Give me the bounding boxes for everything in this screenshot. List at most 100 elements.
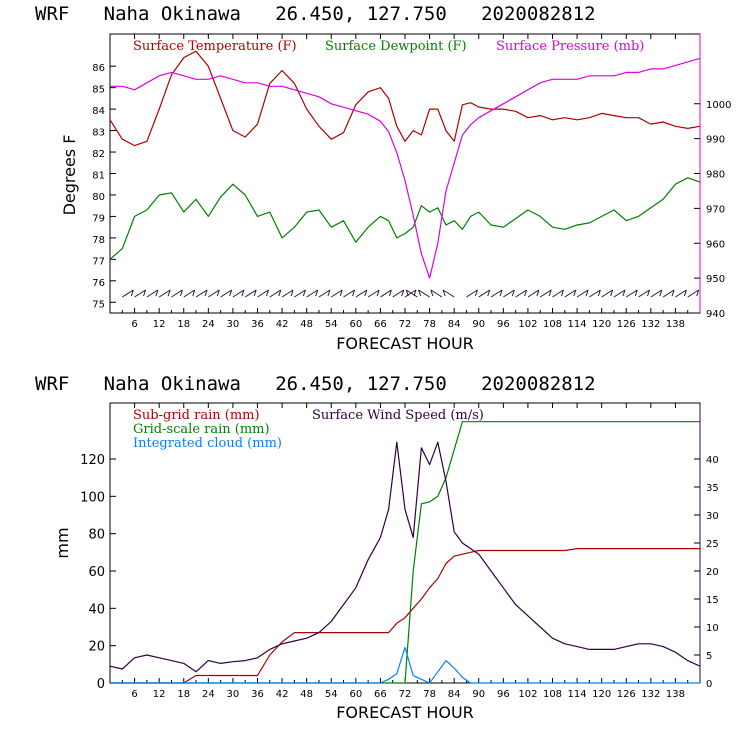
y2-tick-label: 10 bbox=[706, 623, 719, 634]
chart2-x-axis-label: FORECAST HOUR bbox=[336, 703, 474, 722]
wind-barb bbox=[466, 289, 478, 298]
x-tick-label: 6 bbox=[131, 319, 137, 330]
wind-barb bbox=[589, 289, 601, 298]
y-tick-label: 81 bbox=[92, 171, 105, 182]
wind-barb bbox=[687, 289, 699, 298]
x-tick-label: 120 bbox=[592, 319, 611, 330]
wind-barb-flag bbox=[302, 289, 306, 297]
y-tick-label: 0 bbox=[97, 677, 105, 692]
x-tick-label: 18 bbox=[177, 689, 190, 700]
wind-barb bbox=[318, 289, 331, 298]
legend-temperature: Surface Temperature (F) bbox=[133, 39, 297, 54]
wind-barb bbox=[122, 289, 134, 298]
wind-barb bbox=[281, 289, 294, 298]
x-tick-label: 54 bbox=[325, 319, 338, 330]
x-tick-label: 30 bbox=[227, 689, 240, 700]
x-tick-label: 66 bbox=[374, 689, 387, 700]
wind-barb-flag bbox=[511, 289, 515, 297]
wind-barb-flag bbox=[647, 289, 651, 297]
x-tick-label: 30 bbox=[227, 319, 240, 330]
y2-tick-label: 5 bbox=[706, 651, 712, 662]
wind-barb-flag bbox=[418, 289, 422, 297]
wind-barb bbox=[134, 289, 146, 298]
y-tick-label: 80 bbox=[88, 528, 105, 543]
wind-barb-flag bbox=[364, 289, 368, 297]
x-tick-label: 78 bbox=[423, 319, 436, 330]
wind-barb-flag bbox=[474, 289, 478, 297]
x-tick-label: 18 bbox=[177, 319, 190, 330]
x-tick-label: 108 bbox=[543, 319, 562, 330]
y-tick-label: 40 bbox=[88, 602, 105, 617]
x-tick-label: 48 bbox=[300, 319, 313, 330]
x-tick-label: 84 bbox=[448, 319, 461, 330]
x-tick-label: 12 bbox=[153, 319, 166, 330]
wind-barb-flag bbox=[216, 289, 220, 297]
integrated-cloud-line bbox=[110, 646, 700, 684]
chart2-title: WRF Naha Okinawa 26.450, 127.750 2020082… bbox=[35, 373, 596, 395]
wind-barb-flag bbox=[524, 289, 528, 297]
wind-barb-flag bbox=[278, 289, 282, 297]
wind-barb bbox=[503, 289, 515, 298]
x-tick-label: 60 bbox=[349, 689, 362, 700]
legend-dewpoint: Surface Dewpoint (F) bbox=[325, 39, 467, 54]
wind-barb bbox=[404, 289, 417, 298]
y-tick-label: 78 bbox=[92, 235, 105, 246]
x-tick-label: 24 bbox=[202, 319, 215, 330]
x-tick-label: 114 bbox=[568, 319, 587, 330]
y2-tick-label: 25 bbox=[706, 539, 719, 550]
wind-barb bbox=[294, 289, 306, 298]
x-tick-label: 48 bbox=[300, 689, 313, 700]
wind-barb bbox=[343, 289, 355, 298]
x-tick-label: 132 bbox=[641, 689, 660, 700]
wind-barb-flag bbox=[167, 289, 171, 297]
wind-barb-flag bbox=[622, 289, 626, 297]
wind-barb bbox=[171, 289, 183, 298]
wind-barb bbox=[576, 289, 589, 298]
wind-barb-flag bbox=[499, 289, 503, 297]
legend-pressure: Surface Pressure (mb) bbox=[496, 39, 644, 54]
wind-barb bbox=[539, 289, 552, 298]
wind-barb-flag bbox=[388, 289, 392, 297]
y2-tick-label: 35 bbox=[706, 483, 719, 494]
x-tick-label: 36 bbox=[251, 689, 264, 700]
y2-tick-label: 990 bbox=[706, 135, 725, 146]
wind-barb-flag bbox=[241, 289, 245, 297]
y-tick-label: 84 bbox=[92, 106, 105, 117]
y2-tick-label: 30 bbox=[706, 511, 719, 522]
y-tick-label: 76 bbox=[92, 278, 105, 289]
wind-barb bbox=[257, 289, 269, 298]
y-tick-label: 82 bbox=[92, 149, 105, 160]
chart1-y-axis-label: Degrees F bbox=[60, 135, 79, 216]
x-tick-label: 96 bbox=[497, 319, 510, 330]
wind-barb bbox=[650, 289, 663, 298]
y2-tick-label: 40 bbox=[706, 455, 719, 466]
x-tick-label: 132 bbox=[641, 319, 660, 330]
y2-tick-label: 960 bbox=[706, 239, 725, 250]
wind-barb bbox=[430, 289, 443, 298]
y-tick-label: 60 bbox=[88, 565, 105, 580]
x-tick-label: 138 bbox=[666, 319, 685, 330]
y-tick-label: 80 bbox=[92, 192, 105, 203]
y2-tick-label: 0 bbox=[706, 679, 712, 690]
y2-tick-label: 950 bbox=[706, 274, 725, 285]
y2-tick-label: 1000 bbox=[706, 100, 731, 111]
x-tick-label: 60 bbox=[349, 319, 362, 330]
x-tick-label: 6 bbox=[131, 689, 137, 700]
wind-barb bbox=[380, 289, 392, 298]
wind-barb-flag bbox=[671, 289, 675, 297]
x-tick-label: 42 bbox=[276, 689, 289, 700]
x-tick-label: 138 bbox=[666, 689, 685, 700]
x-tick-label: 36 bbox=[251, 319, 264, 330]
wind-barb-flag bbox=[405, 289, 409, 297]
legend-subgrid-rain: Sub-grid rain (mm) bbox=[133, 408, 260, 423]
wind-barb-flag bbox=[548, 289, 552, 297]
chart1-x-ticks: 6 12 18 24 30 36 42 48 54 60 66 72 78 84 90 96 102 108 114… bbox=[121, 34, 689, 330]
wind-barb bbox=[330, 289, 343, 298]
temperature-line bbox=[109, 50, 701, 147]
y-tick-label: 75 bbox=[92, 299, 105, 310]
wind-barb-flag bbox=[401, 289, 405, 297]
chart1-title: WRF Naha Okinawa 26.450, 127.750 2020082… bbox=[35, 3, 596, 25]
chart2-left-ticks: 0 20 40 60 80 100 120 bbox=[80, 453, 116, 692]
wind-barb-flag bbox=[290, 289, 294, 297]
